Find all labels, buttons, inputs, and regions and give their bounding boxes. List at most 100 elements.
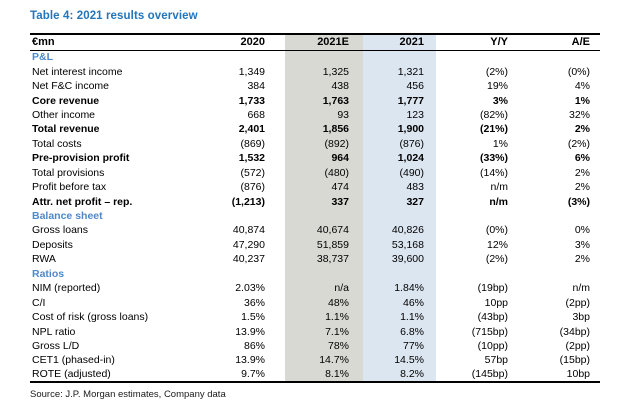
table-row: C/I 36% 48% 46% 10pp (2pp) — [30, 295, 600, 310]
cell-value: 1.1% — [285, 309, 363, 325]
cell-value: (1,213) — [231, 195, 265, 208]
table-row: Total provisions (572) (480) (490) (14%) 2% — [30, 165, 600, 180]
cell-value: 10pp — [484, 296, 508, 309]
row-label: CET1 (phased-in) — [32, 354, 115, 367]
cell-value: 1,856 — [285, 122, 363, 137]
cell-value: 327 — [363, 194, 436, 209]
section-cell-empty — [436, 209, 521, 223]
cell-value: (19bp) — [477, 282, 508, 295]
row-label: RWA — [32, 253, 56, 266]
cell-value: 46% — [363, 295, 436, 310]
column-header-yy: Y/Y — [436, 33, 521, 51]
cell-value: 36% — [243, 296, 265, 309]
cell-value: (3%) — [567, 195, 590, 208]
table-title: Table 4: 2021 results overview — [30, 10, 198, 22]
row-label: Other income — [32, 108, 96, 121]
cell-value: 14.5% — [363, 353, 436, 368]
section-cell-empty — [521, 267, 600, 281]
column-header-2021: 2021 — [363, 33, 436, 51]
cell-value: 12% — [486, 238, 508, 251]
section-label: Balance sheet — [32, 210, 103, 223]
cell-value: 1,321 — [363, 64, 436, 79]
row-label: Gross L/D — [32, 339, 80, 352]
cell-value: (33%) — [479, 152, 508, 165]
section-cell-empty — [436, 267, 521, 281]
row-label: Net interest income — [32, 65, 123, 78]
table-row: CET1 (phased-in) 13.9% 14.7% 14.5% 57bp (15bp… — [30, 353, 600, 368]
cell-value: (572) — [240, 166, 265, 179]
cell-value: 40,237 — [232, 253, 265, 266]
cell-value: 456 — [363, 78, 436, 94]
cell-value: 1,532 — [238, 152, 265, 165]
section-row: P&L — [30, 50, 600, 65]
cell-value: 7.1% — [285, 324, 363, 339]
cell-value: n/a — [285, 281, 363, 296]
row-label: Cost of risk (gross loans) — [32, 311, 149, 324]
table-row: NIM (reported) 2.03% n/a 1.84% (19bp) n/m — [30, 281, 600, 296]
cell-value: 2.03% — [235, 282, 265, 295]
table-row: NPL ratio 13.9% 7.1% 6.8% (715bp) (34bp) — [30, 324, 600, 339]
cell-value: 48% — [285, 295, 363, 310]
cell-value: (21%) — [479, 123, 508, 136]
section-cell-empty — [363, 50, 436, 65]
table-row: ROTE (adjusted) 9.7% 8.1% 8.2% (145bp) 10bp — [30, 367, 600, 384]
cell-value: 1,763 — [285, 93, 363, 108]
cell-value: 668 — [247, 108, 265, 121]
cell-value: 123 — [363, 107, 436, 123]
cell-value: (2%) — [567, 137, 590, 150]
cell-value: (869) — [240, 137, 265, 150]
row-label: Attr. net profit – rep. — [32, 195, 133, 208]
section-cell-empty — [285, 266, 363, 281]
cell-value: 13.9% — [235, 325, 265, 338]
row-label: Total costs — [32, 137, 82, 150]
cell-value: (10pp) — [477, 339, 508, 352]
cell-value: 6% — [574, 152, 590, 165]
table-row: Gross L/D 86% 78% 77% (10pp) (2pp) — [30, 338, 600, 354]
section-cell-empty — [210, 50, 285, 64]
table-row: Cost of risk (gross loans) 1.5% 1.1% 1.1% (4… — [30, 309, 600, 325]
cell-value: 40,826 — [363, 223, 436, 238]
section-cell-empty — [521, 50, 600, 64]
cell-value: (2pp) — [565, 339, 590, 352]
table-row: Gross loans 40,874 40,674 40,826 (0%) 0% — [30, 223, 600, 238]
cell-value: (876) — [363, 136, 436, 152]
section-cell-empty — [285, 50, 363, 65]
cell-value: 19% — [486, 80, 508, 93]
cell-value: 438 — [285, 78, 363, 94]
table-row: Profit before tax (876) 474 483 n/m 2% — [30, 179, 600, 195]
section-cell-empty — [363, 266, 436, 281]
cell-value: 1,325 — [285, 64, 363, 79]
cell-value: 39,600 — [363, 252, 436, 267]
row-label: NPL ratio — [32, 325, 76, 338]
cell-value: 1% — [574, 94, 590, 107]
table-row: RWA 40,237 38,737 39,600 (2%) 2% — [30, 252, 600, 267]
cell-value: 8.1% — [285, 367, 363, 384]
cell-value: 40,674 — [285, 223, 363, 238]
cell-value: 3% — [492, 94, 508, 107]
cell-value: 14.7% — [285, 353, 363, 368]
section-cell-empty — [210, 267, 285, 281]
cell-value: 1,733 — [238, 94, 265, 107]
cell-value: (2%) — [485, 253, 508, 266]
cell-value: 1,349 — [238, 65, 265, 78]
cell-value: 3bp — [572, 311, 590, 324]
cell-value: (82%) — [479, 108, 508, 121]
cell-value: 8.2% — [363, 367, 436, 384]
cell-value: 3% — [574, 238, 590, 251]
row-label: Deposits — [32, 238, 73, 251]
cell-value: 1.5% — [241, 311, 265, 324]
source-note: Source: J.P. Morgan estimates, Company d… — [30, 389, 226, 400]
cell-value: 1.84% — [363, 281, 436, 296]
section-row: Ratios — [30, 266, 600, 281]
cell-value: 384 — [247, 80, 265, 93]
section-cell-empty — [285, 208, 363, 224]
cell-value: 483 — [363, 179, 436, 195]
cell-value: 77% — [363, 338, 436, 354]
cell-value: (145bp) — [436, 367, 521, 384]
cell-value: (0%) — [485, 224, 508, 237]
header-row: €mn 2020 2021E 2021 Y/Y A/E — [30, 33, 600, 51]
cell-value: 9.7% — [210, 367, 285, 384]
table-row: Core revenue 1,733 1,763 1,777 3% 1% — [30, 93, 600, 108]
cell-value: 13.9% — [235, 354, 265, 367]
cell-value: 2% — [574, 181, 590, 194]
